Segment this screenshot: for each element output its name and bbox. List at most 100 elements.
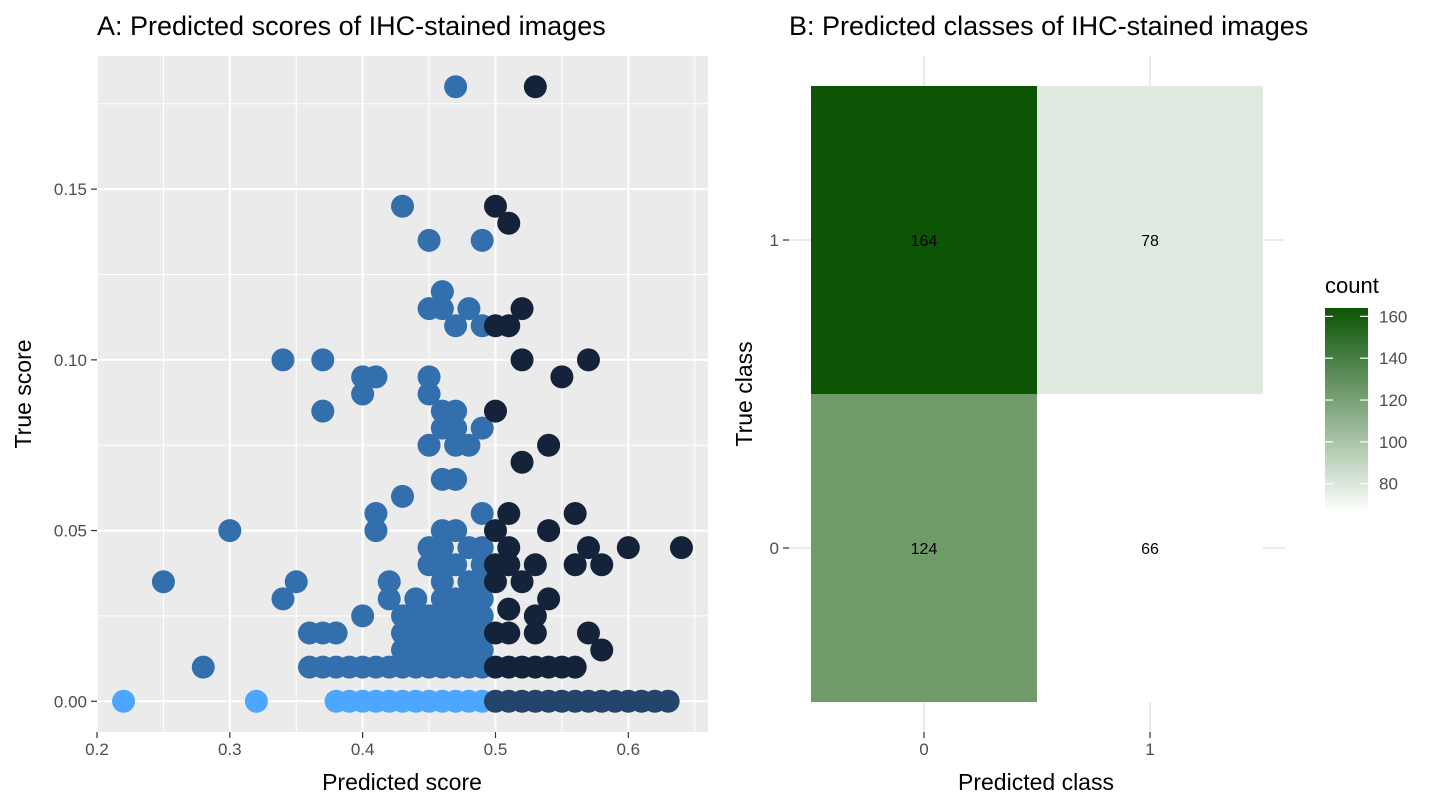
data-point <box>271 587 295 611</box>
panel-a-points <box>112 75 693 713</box>
data-point <box>444 467 468 491</box>
data-point <box>523 604 547 628</box>
data-point <box>430 297 454 321</box>
data-point <box>483 570 507 594</box>
legend-tick-label: 160 <box>1379 307 1407 326</box>
data-point <box>417 228 441 252</box>
data-point <box>430 536 454 560</box>
data-point <box>417 433 441 457</box>
data-point <box>497 501 521 525</box>
data-point <box>351 382 375 406</box>
data-point <box>444 416 468 440</box>
data-point <box>151 570 175 594</box>
x-tick-label: 0.4 <box>351 740 375 759</box>
data-point <box>497 621 521 645</box>
data-point <box>576 348 600 372</box>
data-point <box>563 655 587 679</box>
x-tick-label: 0.5 <box>484 740 508 759</box>
cell-value-label: 164 <box>911 233 938 250</box>
legend-colorbar <box>1325 308 1368 513</box>
cell-value-label: 78 <box>1141 233 1159 250</box>
data-point <box>377 587 401 611</box>
data-point <box>537 433 561 457</box>
x-tick-label: 1 <box>1145 740 1154 759</box>
y-tick-label: 1 <box>770 231 779 250</box>
legend: count 80 100 120 140 160 <box>1325 273 1407 513</box>
data-point <box>510 348 534 372</box>
data-point <box>444 399 468 423</box>
x-tick-label: 0.6 <box>616 740 640 759</box>
data-point <box>537 519 561 543</box>
data-point <box>470 416 494 440</box>
data-point <box>271 348 295 372</box>
data-point <box>112 689 136 713</box>
data-point <box>470 536 494 560</box>
data-point <box>470 587 494 611</box>
data-point <box>576 536 600 560</box>
data-point <box>364 365 388 389</box>
y-tick-label: 0.10 <box>54 351 87 370</box>
data-point <box>444 314 468 338</box>
data-point <box>311 399 335 423</box>
y-tick-label: 0.15 <box>54 180 87 199</box>
legend-tick-label: 120 <box>1379 391 1407 410</box>
data-point <box>497 211 521 235</box>
data-point <box>218 519 242 543</box>
data-point <box>523 75 547 99</box>
data-point <box>550 365 574 389</box>
legend-tick-label: 100 <box>1379 433 1407 452</box>
y-tick-label: 0.00 <box>54 692 87 711</box>
data-point <box>483 194 507 218</box>
data-point <box>284 570 308 594</box>
panel-b-ylabel: True class <box>731 341 757 446</box>
data-point <box>537 587 561 611</box>
data-point <box>656 689 680 713</box>
panel-a-title: A: Predicted scores of IHC-stained image… <box>97 11 606 41</box>
data-point <box>191 655 215 679</box>
data-point <box>311 348 335 372</box>
data-point <box>590 553 614 577</box>
data-point <box>470 501 494 525</box>
data-point <box>590 638 614 662</box>
panel-b-ticks: 0 1 0 1 <box>770 231 1155 759</box>
data-point <box>563 501 587 525</box>
data-point <box>497 553 521 577</box>
legend-title: count <box>1325 273 1379 298</box>
data-point <box>364 501 388 525</box>
data-point <box>364 519 388 543</box>
legend-ticks: 80 100 120 140 160 <box>1325 307 1407 494</box>
data-point <box>430 570 454 594</box>
data-point <box>576 621 600 645</box>
data-point <box>430 280 454 304</box>
data-point <box>616 536 640 560</box>
panel-a-ticks: 0.2 0.3 0.4 0.5 0.6 0.00 0.05 0.10 0.15 <box>54 180 640 759</box>
panel-a: 0.2 0.3 0.4 0.5 0.6 0.00 0.05 0.10 0.15 <box>54 56 708 759</box>
data-point <box>391 484 414 508</box>
data-point <box>523 553 547 577</box>
panel-b-title: B: Predicted classes of IHC-stained imag… <box>789 11 1308 41</box>
data-point <box>523 621 547 645</box>
data-point <box>404 587 428 611</box>
panel-b-cell-labels: 164 78 124 66 <box>911 233 1159 558</box>
data-point <box>510 297 534 321</box>
panel-b-tiles <box>811 86 1263 702</box>
panel-b: 164 78 124 66 0 1 0 1 <box>770 56 1285 759</box>
data-point <box>470 228 494 252</box>
data-point <box>510 570 534 594</box>
panel-b-xlabel: Predicted class <box>958 769 1114 795</box>
data-point <box>497 597 521 621</box>
data-point <box>417 365 441 389</box>
data-point <box>324 621 348 645</box>
data-point <box>457 433 481 457</box>
data-point <box>244 689 268 713</box>
data-point <box>351 604 375 628</box>
data-point <box>669 536 693 560</box>
data-point <box>510 450 534 474</box>
y-tick-label: 0 <box>770 539 779 558</box>
data-point <box>483 519 507 543</box>
panel-a-ylabel: True score <box>10 339 36 448</box>
panel-a-xlabel: Predicted score <box>322 769 482 795</box>
data-point <box>444 75 468 99</box>
data-point <box>391 194 414 218</box>
